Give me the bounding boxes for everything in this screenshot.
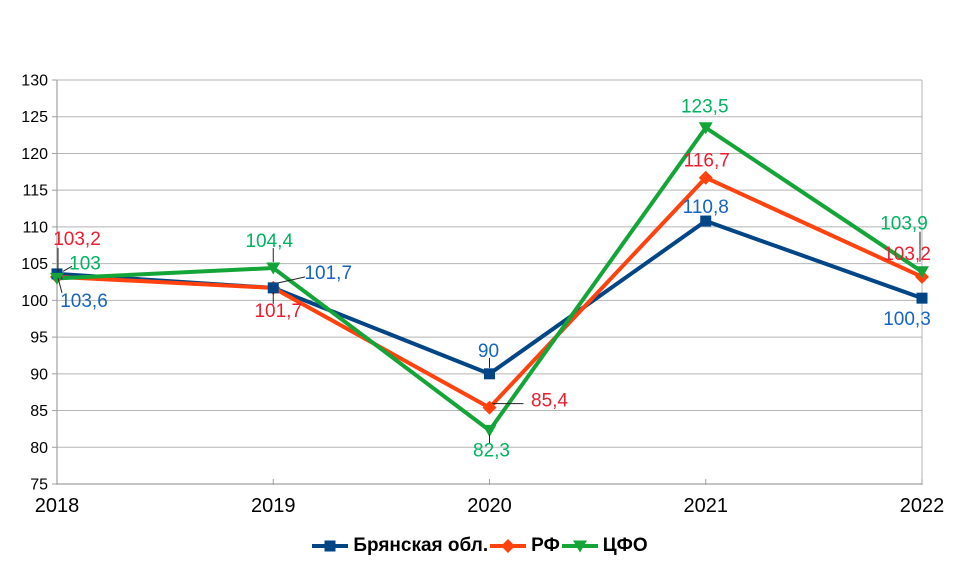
y-axis-label: 90 bbox=[30, 366, 48, 383]
label-leader-line bbox=[57, 277, 63, 294]
legend-label: ЦФО bbox=[602, 535, 648, 556]
legend: Брянская обл. РФ ЦФО bbox=[0, 535, 960, 557]
y-axis-label: 75 bbox=[30, 477, 48, 494]
y-axis-label: 125 bbox=[21, 109, 48, 126]
data-point-marker bbox=[915, 266, 929, 279]
y-axis-label: 95 bbox=[30, 330, 48, 347]
legend-triangle-marker-icon bbox=[561, 540, 598, 553]
data-label: 103,9 bbox=[880, 214, 928, 235]
legend-marker bbox=[501, 539, 516, 553]
legend-item-cfo: ЦФО bbox=[561, 535, 649, 557]
y-axis-label: 85 bbox=[30, 403, 48, 420]
y-axis-label: 120 bbox=[21, 146, 48, 163]
y-axis-label: 110 bbox=[22, 219, 48, 236]
legend-item-rf: РФ bbox=[489, 535, 561, 557]
legend-diamond-marker-icon bbox=[490, 539, 527, 553]
label-leader-line bbox=[278, 276, 306, 284]
data-point-marker bbox=[698, 122, 713, 135]
data-label: 103 bbox=[69, 253, 101, 274]
label-leader-line bbox=[62, 265, 73, 272]
data-point-marker bbox=[916, 292, 928, 304]
y-axis-label: 100 bbox=[21, 293, 48, 310]
data-point-marker bbox=[484, 368, 495, 380]
legend-marker bbox=[324, 540, 336, 552]
data-point-marker bbox=[267, 282, 279, 294]
data-label: 103,2 bbox=[53, 229, 101, 250]
data-point-marker bbox=[266, 262, 281, 275]
plot-area: 75 80 85 90 95 100 105 110 115 120 125 130 2018 2019 2… bbox=[21, 73, 945, 518]
data-point-marker bbox=[700, 215, 712, 227]
y-axis-label: 105 bbox=[21, 256, 48, 273]
data-label: 104,4 bbox=[245, 231, 293, 252]
data-label: 101,7 bbox=[304, 263, 352, 284]
x-axis-label: 2018 bbox=[35, 495, 80, 517]
data-label: 123,5 bbox=[681, 97, 729, 118]
legend-label: РФ bbox=[531, 535, 560, 556]
data-label: 90 bbox=[478, 341, 499, 362]
x-axis-label: 2019 bbox=[251, 495, 296, 517]
data-point-marker bbox=[698, 170, 713, 185]
data-point-marker bbox=[50, 272, 64, 285]
legend-label: Брянская обл. bbox=[353, 535, 489, 556]
x-axis-label: 2022 bbox=[900, 495, 945, 517]
data-label: 110,8 bbox=[683, 197, 729, 218]
data-label: 103,2 bbox=[883, 244, 931, 265]
data-point-marker bbox=[482, 424, 497, 437]
data-label: 116,7 bbox=[684, 151, 730, 172]
data-label: 82,3 bbox=[473, 440, 510, 461]
data-label: 100,3 bbox=[883, 309, 931, 330]
legend-square-marker-icon bbox=[312, 540, 349, 552]
x-axis-label: 2020 bbox=[467, 495, 512, 517]
y-axis-label: 130 bbox=[21, 73, 48, 90]
x-axis-label: 2021 bbox=[684, 495, 729, 517]
legend-marker bbox=[572, 540, 587, 553]
data-label: 85,4 bbox=[531, 391, 568, 412]
legend-item-bryanskaya-obl: Брянская обл. bbox=[311, 535, 489, 557]
series-line-2 bbox=[56, 125, 924, 434]
data-label: 101,7 bbox=[254, 301, 302, 322]
data-label: 103,6 bbox=[60, 291, 108, 312]
y-axis-label: 80 bbox=[30, 440, 48, 457]
y-axis-label: 115 bbox=[22, 183, 48, 200]
